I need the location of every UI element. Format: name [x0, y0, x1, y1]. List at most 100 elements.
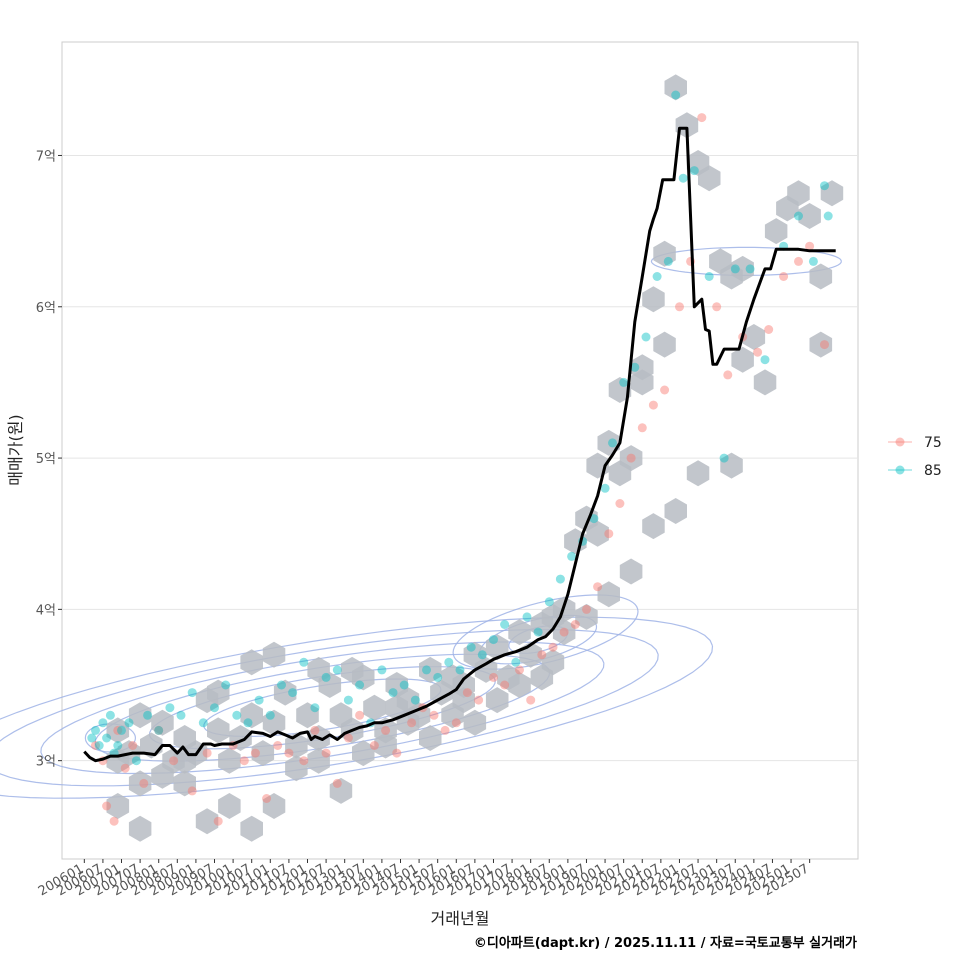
hexbin-98	[307, 656, 330, 683]
hexbin-66	[128, 770, 152, 797]
point-85-28	[332, 665, 342, 675]
hexbin-56	[731, 255, 754, 282]
y-tick-label-3: 3억	[36, 755, 56, 770]
point-85-7	[113, 741, 123, 750]
point-85-52	[600, 483, 610, 493]
legend-item-75: 75	[888, 435, 942, 451]
hexbin-85	[552, 619, 576, 646]
point-85-24	[288, 688, 298, 698]
hexbin-9	[207, 717, 230, 744]
point-85-39	[455, 665, 465, 675]
point-85-22	[265, 710, 275, 720]
point-85-2	[94, 741, 104, 750]
x-axis-title: 거래년월	[431, 909, 490, 928]
trend-layer	[83, 126, 836, 763]
hexbin-100	[385, 694, 408, 721]
hexbin-51	[675, 112, 699, 139]
point-75-23	[343, 733, 353, 743]
point-85-34	[399, 680, 409, 690]
point-75-4	[113, 725, 123, 735]
point-85-4	[102, 733, 112, 743]
point-85-3	[98, 718, 108, 728]
contour-5	[0, 616, 714, 799]
hexbin-layer	[106, 74, 844, 842]
hexbin-91	[686, 460, 710, 487]
hexbin-49	[653, 240, 676, 267]
point-75-44	[593, 582, 603, 592]
point-85-19	[232, 710, 242, 720]
point-75-34	[474, 695, 484, 705]
point-85-16	[198, 718, 208, 728]
hexbin-45	[608, 377, 632, 403]
hexbin-28	[419, 656, 442, 683]
hexbin-62	[798, 203, 821, 229]
hexbin-53	[698, 165, 721, 192]
hexbin-94	[173, 770, 196, 797]
point-85-1	[91, 725, 100, 735]
point-85-40	[466, 642, 476, 652]
point-75-26	[381, 725, 391, 735]
point-75-39	[537, 650, 547, 660]
point-75-14	[239, 756, 249, 766]
point-85-29	[343, 695, 353, 705]
point-75-58	[764, 325, 774, 334]
point-85-30	[355, 680, 365, 690]
point-75-2	[102, 801, 112, 811]
point-75-38	[526, 695, 536, 705]
point-85-42	[489, 635, 498, 645]
hexbin-36	[508, 619, 531, 646]
point-85-44	[511, 657, 521, 667]
point-85-60	[678, 173, 688, 183]
hexbin-101	[452, 672, 475, 698]
hexbin-103	[586, 520, 609, 547]
scatter-points	[87, 90, 833, 826]
point-75-37	[515, 665, 524, 675]
point-85-9	[124, 718, 134, 728]
point-85-64	[730, 264, 740, 274]
hexbin-65	[106, 793, 130, 819]
point-85-70	[820, 181, 829, 191]
point-85-0	[87, 733, 97, 743]
point-85-37	[433, 672, 443, 682]
hexbin-67	[151, 762, 174, 789]
hexbin-76	[352, 740, 375, 767]
point-85-55	[630, 362, 640, 372]
point-75-6	[128, 741, 138, 750]
hexbin-17	[296, 702, 319, 729]
hexbin-34	[485, 634, 509, 661]
point-75-31	[440, 725, 450, 735]
point-75-51	[675, 302, 684, 312]
point-75-50	[660, 385, 670, 395]
point-85-18	[221, 680, 231, 690]
hexbin-4	[151, 709, 174, 736]
point-85-71	[823, 211, 833, 221]
point-75-62	[820, 340, 829, 350]
y-tick-label-4: 4억	[36, 603, 56, 618]
point-85-33	[388, 688, 398, 698]
point-85-26	[310, 703, 320, 713]
point-85-25	[299, 657, 309, 667]
y-tick-label-5: 5억	[36, 452, 56, 467]
hexbin-33	[474, 656, 498, 683]
y-tick-label-6: 6억	[36, 301, 56, 316]
point-85-14	[176, 710, 186, 720]
hexbin-13	[251, 740, 275, 767]
point-75-16	[262, 794, 272, 803]
point-75-20	[310, 725, 320, 735]
point-75-11	[202, 748, 212, 758]
contour-inner-3	[452, 594, 639, 670]
point-75-43	[582, 604, 591, 614]
hexbin-63	[809, 263, 833, 290]
point-85-11	[143, 710, 153, 720]
point-75-49	[648, 400, 658, 410]
point-85-65	[745, 264, 755, 274]
hexbin-88	[619, 558, 643, 585]
hexbin-50	[664, 74, 687, 101]
legend: 75 85	[888, 435, 942, 479]
contour-4	[0, 628, 659, 787]
hexbin-80	[441, 702, 464, 729]
hexbin-64	[820, 180, 844, 207]
hexbin-104	[608, 460, 632, 487]
hexbin-107	[720, 452, 743, 479]
